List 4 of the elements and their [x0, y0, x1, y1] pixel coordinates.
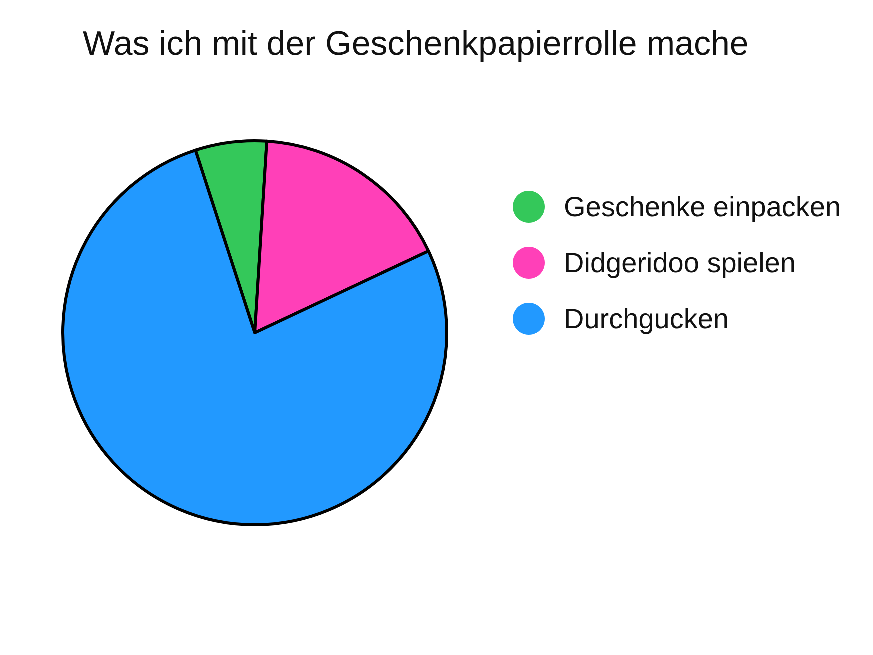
legend-label: Geschenke einpacken [564, 192, 842, 222]
legend-label: Durchgucken [564, 304, 729, 334]
legend-label: Didgeridoo spielen [564, 248, 796, 278]
chart-title: Was ich mit der Geschenkpapierrolle mache [83, 25, 749, 63]
